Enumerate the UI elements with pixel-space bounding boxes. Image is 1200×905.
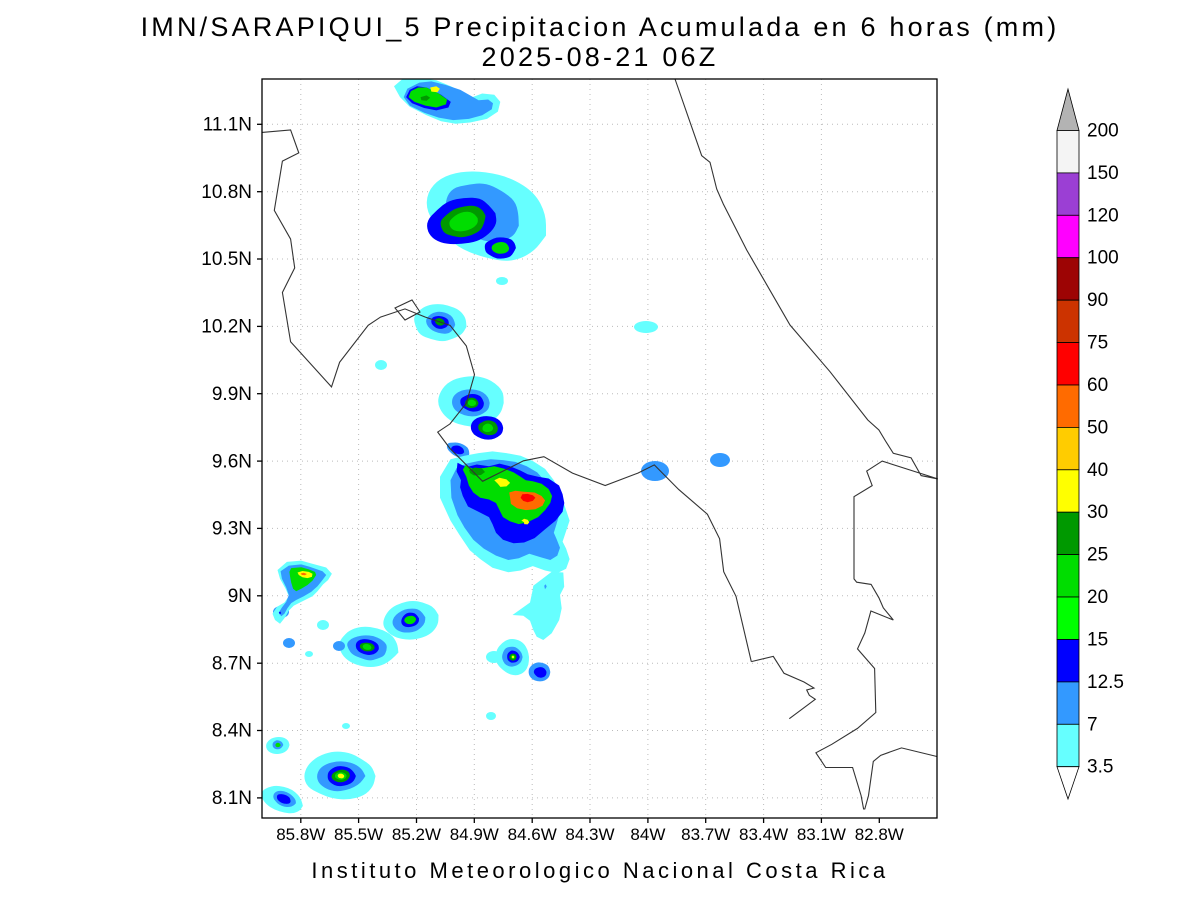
- svg-text:84.3W: 84.3W: [565, 825, 614, 844]
- svg-text:12.5: 12.5: [1087, 672, 1124, 693]
- svg-text:90: 90: [1087, 290, 1108, 311]
- svg-text:9.9N: 9.9N: [212, 384, 252, 405]
- svg-text:85.8W: 85.8W: [276, 825, 325, 844]
- svg-text:11.1N: 11.1N: [203, 115, 252, 136]
- svg-text:75: 75: [1087, 333, 1108, 354]
- svg-text:20: 20: [1087, 587, 1108, 608]
- svg-text:10.8N: 10.8N: [201, 182, 252, 203]
- svg-text:10.2N: 10.2N: [201, 317, 252, 338]
- svg-text:30: 30: [1087, 502, 1108, 523]
- svg-text:50: 50: [1087, 417, 1108, 438]
- svg-text:60: 60: [1087, 375, 1108, 396]
- svg-text:15: 15: [1087, 630, 1108, 651]
- svg-text:84W: 84W: [630, 825, 665, 844]
- svg-text:83.1W: 83.1W: [797, 825, 846, 844]
- svg-text:84.9W: 84.9W: [450, 825, 499, 844]
- svg-text:85.2W: 85.2W: [392, 825, 441, 844]
- svg-text:84.6W: 84.6W: [508, 825, 557, 844]
- svg-text:83.7W: 83.7W: [681, 825, 730, 844]
- svg-text:3.5: 3.5: [1087, 757, 1113, 778]
- svg-text:100: 100: [1087, 248, 1119, 269]
- svg-text:83.4W: 83.4W: [739, 825, 788, 844]
- svg-text:9.6N: 9.6N: [212, 451, 252, 472]
- svg-text:82.8W: 82.8W: [855, 825, 904, 844]
- svg-text:8.7N: 8.7N: [212, 653, 252, 674]
- svg-text:8.1N: 8.1N: [212, 788, 252, 809]
- svg-text:200: 200: [1087, 121, 1119, 142]
- svg-text:25: 25: [1087, 545, 1108, 566]
- svg-text:7: 7: [1087, 714, 1098, 735]
- svg-text:150: 150: [1087, 163, 1119, 184]
- svg-text:9.3N: 9.3N: [212, 519, 252, 540]
- svg-text:8.4N: 8.4N: [212, 721, 252, 742]
- svg-text:40: 40: [1087, 460, 1108, 481]
- svg-text:85.5W: 85.5W: [334, 825, 383, 844]
- svg-text:9N: 9N: [228, 586, 252, 607]
- svg-text:10.5N: 10.5N: [201, 249, 252, 270]
- svg-text:120: 120: [1087, 205, 1119, 226]
